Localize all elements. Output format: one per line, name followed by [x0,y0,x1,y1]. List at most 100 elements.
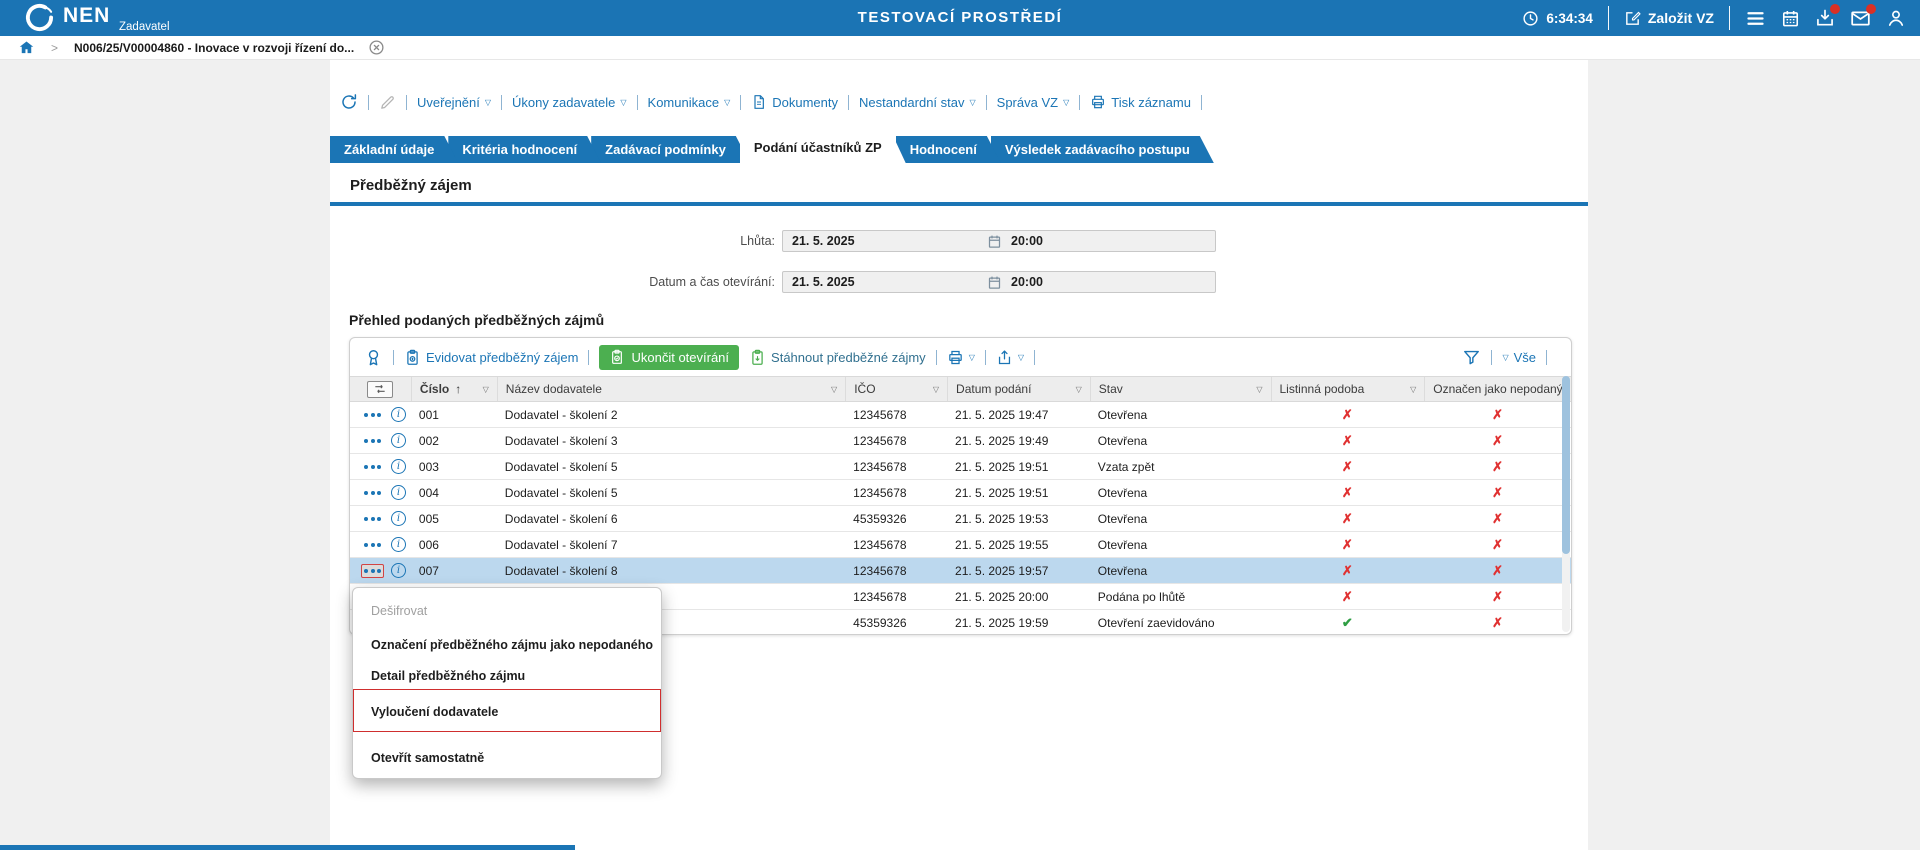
column-settings-button[interactable] [367,381,393,398]
row-info-icon[interactable]: i [391,511,406,526]
menu-item-detail-predbezneho-zajmu[interactable]: Detail předběžného zájmu [371,666,655,686]
row-info-icon[interactable]: i [391,485,406,500]
toolbar-link-uverejneni[interactable]: Uveřejnění▽ [417,95,491,110]
check-submissions-button[interactable] [364,348,383,367]
column-filter-icon[interactable]: ▽ [477,385,489,394]
ukoncit-oteviraní-button[interactable]: Ukončit otevírání [599,345,739,370]
calendar-button[interactable] [1781,9,1800,28]
opening-field[interactable]: 21. 5. 2025 20:00 [782,271,1216,293]
column-header-nazev-dodavatele[interactable]: Název dodavatele▽ [497,377,845,401]
table-row[interactable]: i006Dodavatel - školení 71234567821. 5. … [350,532,1571,558]
messages-button[interactable] [1850,8,1871,29]
dot [371,517,375,521]
tab-hodnoceni[interactable]: Hodnocení [896,136,1001,163]
create-vz-button[interactable]: Založit VZ [1624,10,1714,27]
table-row[interactable]: i007Dodavatel - školení 81234567821. 5. … [350,558,1571,584]
main-menu-button[interactable] [1745,8,1766,29]
table-row[interactable]: i005Dodavatel - školení 64535932621. 5. … [350,506,1571,532]
column-header-stav[interactable]: Stav▽ [1090,377,1271,401]
evidovat-link[interactable]: Evidovat předběžný zájem [404,349,578,366]
filter-vse-selector[interactable]: ▽ Vše [1502,350,1536,365]
column-header-oznacen-jako-nepodany[interactable]: Označen jako nepodaný [1424,377,1571,401]
column-filter-icon[interactable]: ▽ [825,385,837,394]
toolbar-link-ukony-zadavatele[interactable]: Úkony zadavatele▽ [512,95,627,110]
table-toolbar-left: Evidovat předběžný zájem Ukončit otevírá… [364,345,1045,370]
row-info-icon[interactable]: i [391,433,406,448]
nen-logo[interactable]: NEN Zadavatel [24,2,193,36]
tab-zadavaci-podminky[interactable]: Zadávací podmínky [591,136,750,163]
print-table-button[interactable]: ▽ [947,349,975,366]
tab-zakladni-udaje[interactable]: Základní údaje [330,136,458,163]
stahnout-link[interactable]: Stáhnout předběžné zájmy [749,349,926,366]
cell-datum: 21. 5. 2025 19:59 [947,616,1090,630]
column-filter-icon[interactable]: ▽ [1070,385,1082,394]
menu-item-oznaceni-predbezneho-zajmu-jako-nepodaneho[interactable]: Označení předběžného zájmu jako nepodané… [371,635,655,655]
row-menu-button[interactable] [361,408,384,422]
row-info-icon[interactable]: i [391,537,406,552]
row-menu-button[interactable] [361,434,384,448]
toolbar-link-sprava-vz[interactable]: Správa VZ▽ [997,95,1070,110]
breadcrumb-item[interactable]: N006/25/V00004860 - Inovace v rozvoji ří… [74,41,354,55]
divider [740,95,741,110]
toolbar-link-komunikace[interactable]: Komunikace▽ [648,95,731,110]
column-header-datum-podani[interactable]: Datum podání▽ [947,377,1090,401]
chevron-down-icon: ▽ [620,98,626,107]
cell-cislo: 004 [411,486,497,500]
home-button[interactable] [18,39,35,56]
table-row[interactable]: i003Dodavatel - školení 51234567821. 5. … [350,454,1571,480]
downloads-button[interactable] [1815,8,1835,28]
table-row[interactable]: i002Dodavatel - školení 31234567821. 5. … [350,428,1571,454]
row-info-icon[interactable]: i [391,407,406,422]
tab-kriteria-hodnoceni[interactable]: Kritéria hodnocení [448,136,601,163]
cell-datum: 21. 5. 2025 19:51 [947,486,1090,500]
filter-button[interactable] [1462,348,1481,367]
tab-podani-ucastniku-zp[interactable]: Podání účastníků ZP [740,133,906,163]
toolbar-link-tisk-zaznamu[interactable]: Tisk záznamu [1090,94,1191,110]
refresh-button[interactable] [340,93,358,111]
row-info-icon[interactable]: i [391,459,406,474]
column-header-ico[interactable]: IČO▽ [845,377,947,401]
row-menu-button[interactable] [361,486,384,500]
menu-item-otevrit-samostatne[interactable]: Otevřít samostatně [371,748,655,768]
chevron-down-icon: ▽ [969,353,975,362]
edit-record-button[interactable] [379,94,396,111]
divider [848,95,849,110]
column-header-cislo[interactable]: Číslo↑▽ [411,377,497,401]
scrollbar-thumb[interactable] [1562,376,1570,554]
column-settings-cell [350,377,411,401]
cell-listinna: ✗ [1270,563,1424,579]
evidovat-label: Evidovat předběžný zájem [426,350,578,365]
column-label: Listinná podoba [1280,382,1365,396]
section-title: Předběžný zájem [350,177,472,194]
dot [364,517,368,521]
cell-stav: Otevřena [1090,538,1271,552]
table-row[interactable]: i004Dodavatel - školení 51234567821. 5. … [350,480,1571,506]
funnel-icon [1462,348,1481,367]
column-filter-icon[interactable]: ▽ [1250,385,1262,394]
row-info-icon[interactable]: i [391,563,406,578]
divider [588,350,589,365]
cell-datum: 21. 5. 2025 20:00 [947,590,1090,604]
toolbar-link-nestandardni-stav[interactable]: Nestandardní stav▽ [859,95,976,110]
menu-item-vylouceni-dodavatele[interactable]: Vyloučení dodavatele [371,702,655,722]
divider [936,350,937,365]
calendar-icon [987,275,1002,290]
row-menu-button[interactable] [361,564,384,578]
column-header-listinna-podoba[interactable]: Listinná podoba ▽ [1271,377,1425,401]
export-table-button[interactable]: ▽ [996,349,1024,366]
close-record-button[interactable] [368,39,385,56]
table-row[interactable]: i001Dodavatel - školení 21234567821. 5. … [350,402,1571,428]
column-filter-icon[interactable]: ▽ [927,385,939,394]
row-menu-button[interactable] [361,538,384,552]
tab-vysledek-zadavaciho-postupu[interactable]: Výsledek zadávacího postupu [991,136,1214,163]
row-menu-button[interactable] [361,460,384,474]
deadline-field[interactable]: 21. 5. 2025 20:00 [782,230,1216,252]
column-filter-icon[interactable]: ▽ [1404,385,1416,394]
cell-listinna: ✗ [1270,511,1424,527]
table-scrollbar[interactable] [1562,376,1570,632]
cross-icon: ✗ [1492,615,1503,630]
user-profile-button[interactable] [1886,8,1906,28]
toolbar-link-dokumenty[interactable]: Dokumenty [751,94,838,110]
row-menu-button[interactable] [361,512,384,526]
toolbar-link-label: Nestandardní stav [859,95,965,110]
